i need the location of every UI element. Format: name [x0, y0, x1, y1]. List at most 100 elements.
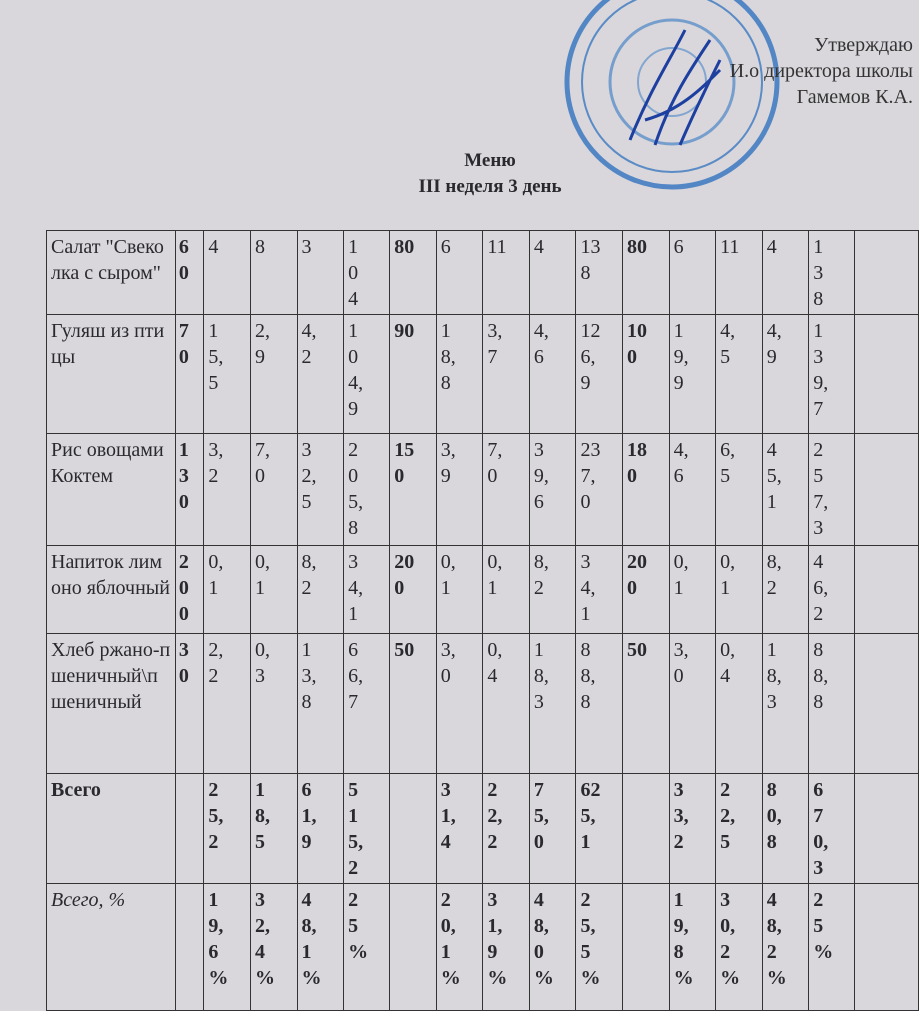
- table-cell: [389, 883, 437, 1011]
- table-cell: 4: [761, 230, 810, 315]
- cell-value: 20,1%: [440, 889, 461, 989]
- table-cell: [622, 883, 670, 1011]
- table-cell: 20,1%: [435, 883, 484, 1011]
- table-cell: 45,1: [761, 433, 810, 546]
- table-cell: 90: [389, 314, 437, 434]
- cell-value: 88,8: [813, 639, 829, 713]
- table-cell: 19,8%: [668, 883, 717, 1011]
- table-cell: 8,2: [296, 545, 345, 634]
- table-cell: 30,2%: [715, 883, 763, 1011]
- cell-value: 139,7: [813, 320, 829, 420]
- dish-name: Салат "Свеколка с сыром": [46, 230, 176, 315]
- cell-value: 200: [627, 551, 647, 599]
- cell-value: 48,2%: [766, 889, 787, 989]
- cell-value: 0,4: [487, 639, 503, 687]
- table-cell: [174, 883, 205, 1011]
- table-row: Гуляш из птицы 70 15,5 2,9 4,2 104,9 90 18,8 3,7…: [46, 314, 919, 434]
- cell-value: 4: [533, 236, 544, 258]
- cell-value: 8,2: [533, 551, 549, 599]
- cell-value: 6: [673, 236, 684, 258]
- cell-value: 8: [254, 236, 265, 258]
- table-cell: 0,1: [249, 545, 298, 634]
- cell-value: 4: [208, 236, 219, 258]
- table-cell: 139,7: [808, 314, 856, 434]
- cell-value: 515,2: [348, 779, 364, 879]
- table-cell: 33,2: [668, 773, 717, 884]
- table-cell: 48,1%: [296, 883, 345, 1011]
- table-cell: 4,9: [761, 314, 810, 434]
- table-cell: 515,2: [343, 773, 391, 884]
- cell-value: 19,9: [673, 320, 689, 394]
- table-cell: 22,5: [715, 773, 763, 884]
- table-cell: 18,5: [249, 773, 298, 884]
- cell-value: 3,9: [440, 439, 456, 487]
- cell-value: 200: [178, 551, 189, 625]
- table-cell: 19,6%: [203, 883, 251, 1011]
- school-seal-stamp: [564, 0, 780, 190]
- cell-value: 48,1%: [301, 889, 322, 989]
- cell-value: 45,1: [766, 439, 782, 513]
- table-cell: 88,8: [575, 633, 623, 774]
- table-cell: 18,3: [761, 633, 810, 774]
- table-cell: 50: [622, 633, 670, 774]
- table-cell: 670,3: [808, 773, 856, 884]
- cell-value: 100: [627, 320, 647, 368]
- table-cell: 3,9: [435, 433, 484, 546]
- table-cell: 180: [622, 433, 670, 546]
- cell-value: 670,3: [813, 779, 829, 879]
- cell-value: 30: [178, 639, 189, 687]
- cell-value: 80: [394, 236, 415, 258]
- table-cell: 200: [174, 545, 205, 634]
- table-cell: 30: [174, 633, 205, 774]
- cell-value: 15,5: [208, 320, 224, 394]
- cell-value: 8,2: [766, 551, 782, 599]
- table-cell: 31,4: [435, 773, 484, 884]
- table-cell: 88,8: [808, 633, 856, 774]
- cell-value: 237,0: [580, 439, 601, 513]
- table-cell: 138: [808, 230, 856, 315]
- cell-value: 126,9: [580, 320, 601, 394]
- cell-value: 625,1: [580, 779, 601, 853]
- cell-value: 22,5: [720, 779, 736, 853]
- empty-cell: [854, 633, 919, 774]
- table-cell: 138: [575, 230, 623, 315]
- cell-value: 3,0: [440, 639, 456, 687]
- table-cell: 11: [482, 230, 530, 315]
- dish-name: Всего, %: [46, 883, 176, 1011]
- table-cell: 46,2: [808, 545, 856, 634]
- cell-value: 130: [178, 439, 189, 513]
- table-cell: 100: [622, 314, 670, 434]
- table-cell: 80,8: [761, 773, 810, 884]
- cell-value: 0,1: [720, 551, 736, 599]
- table-cell: 25,2: [203, 773, 251, 884]
- cell-value: 31,9%: [487, 889, 508, 989]
- cell-value: 257,3: [813, 439, 829, 539]
- table-cell: 7,0: [249, 433, 298, 546]
- cell-value: 4,6: [533, 320, 549, 368]
- cell-value: 104,9: [348, 320, 364, 420]
- cell-value: 25,2: [208, 779, 224, 853]
- cell-value: 25%: [348, 889, 369, 963]
- cell-value: 0,1: [208, 551, 224, 599]
- cell-value: 3,0: [673, 639, 689, 687]
- table-cell: 3,7: [482, 314, 530, 434]
- table-cell: 50: [389, 633, 437, 774]
- approval-line: Утверждаю: [814, 34, 913, 56]
- table-row: Напиток лимоно яблочный 200 0,1 0,1 8,2 34,1 2…: [46, 545, 919, 634]
- table-cell: 34,1: [575, 545, 623, 634]
- table-cell: 4,5: [715, 314, 763, 434]
- cell-value: 13,8: [301, 639, 317, 713]
- cell-value: 138: [580, 236, 601, 284]
- dish-name: Всего: [46, 773, 176, 884]
- table-cell: 25,5%: [575, 883, 623, 1011]
- table-cell: 48,0%: [528, 883, 577, 1011]
- table-cell: 126,9: [575, 314, 623, 434]
- table-cell: 25%: [343, 883, 391, 1011]
- cell-value: 46,2: [813, 551, 829, 625]
- cell-value: 19,6%: [208, 889, 229, 989]
- empty-cell: [854, 545, 919, 634]
- table-cell: 625,1: [575, 773, 623, 884]
- cell-value: 70: [178, 320, 189, 368]
- table-cell: 257,3: [808, 433, 856, 546]
- table-cell: 39,6: [528, 433, 577, 546]
